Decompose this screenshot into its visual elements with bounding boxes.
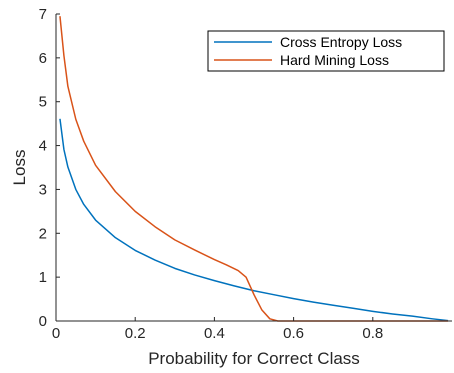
x-tick-label: 0.2 bbox=[125, 325, 146, 342]
y-tick-label: 5 bbox=[39, 94, 47, 111]
legend-label-hard-mining-loss: Hard Mining Loss bbox=[280, 52, 389, 68]
legend: Cross Entropy Loss Hard Mining Loss bbox=[207, 30, 445, 72]
x-axis-label: Probability for Correct Class bbox=[148, 349, 360, 368]
axes-layer: 0 0.2 0.4 0.6 0.8 0 1 2 3 4 5 6 7 bbox=[39, 6, 452, 342]
x-tick-label: 0.8 bbox=[362, 325, 383, 342]
y-tick-label: 0 bbox=[39, 313, 47, 330]
y-tick-label: 4 bbox=[39, 138, 47, 155]
y-axis-label: Loss bbox=[10, 150, 29, 186]
y-tick-label: 7 bbox=[39, 6, 47, 23]
x-tick-label: 0.4 bbox=[204, 325, 225, 342]
y-tick-label: 2 bbox=[39, 225, 47, 242]
y-tick-label: 6 bbox=[39, 50, 47, 67]
x-tick-label: 0 bbox=[52, 325, 60, 342]
series-line-cross-entropy-loss bbox=[59, 118, 449, 322]
legend-box bbox=[207, 30, 445, 72]
y-tick-label: 3 bbox=[39, 181, 47, 198]
y-tick-label: 1 bbox=[39, 269, 47, 286]
x-tick-label: 0.6 bbox=[283, 325, 304, 342]
legend-label-cross-entropy-loss: Cross Entropy Loss bbox=[280, 34, 402, 50]
